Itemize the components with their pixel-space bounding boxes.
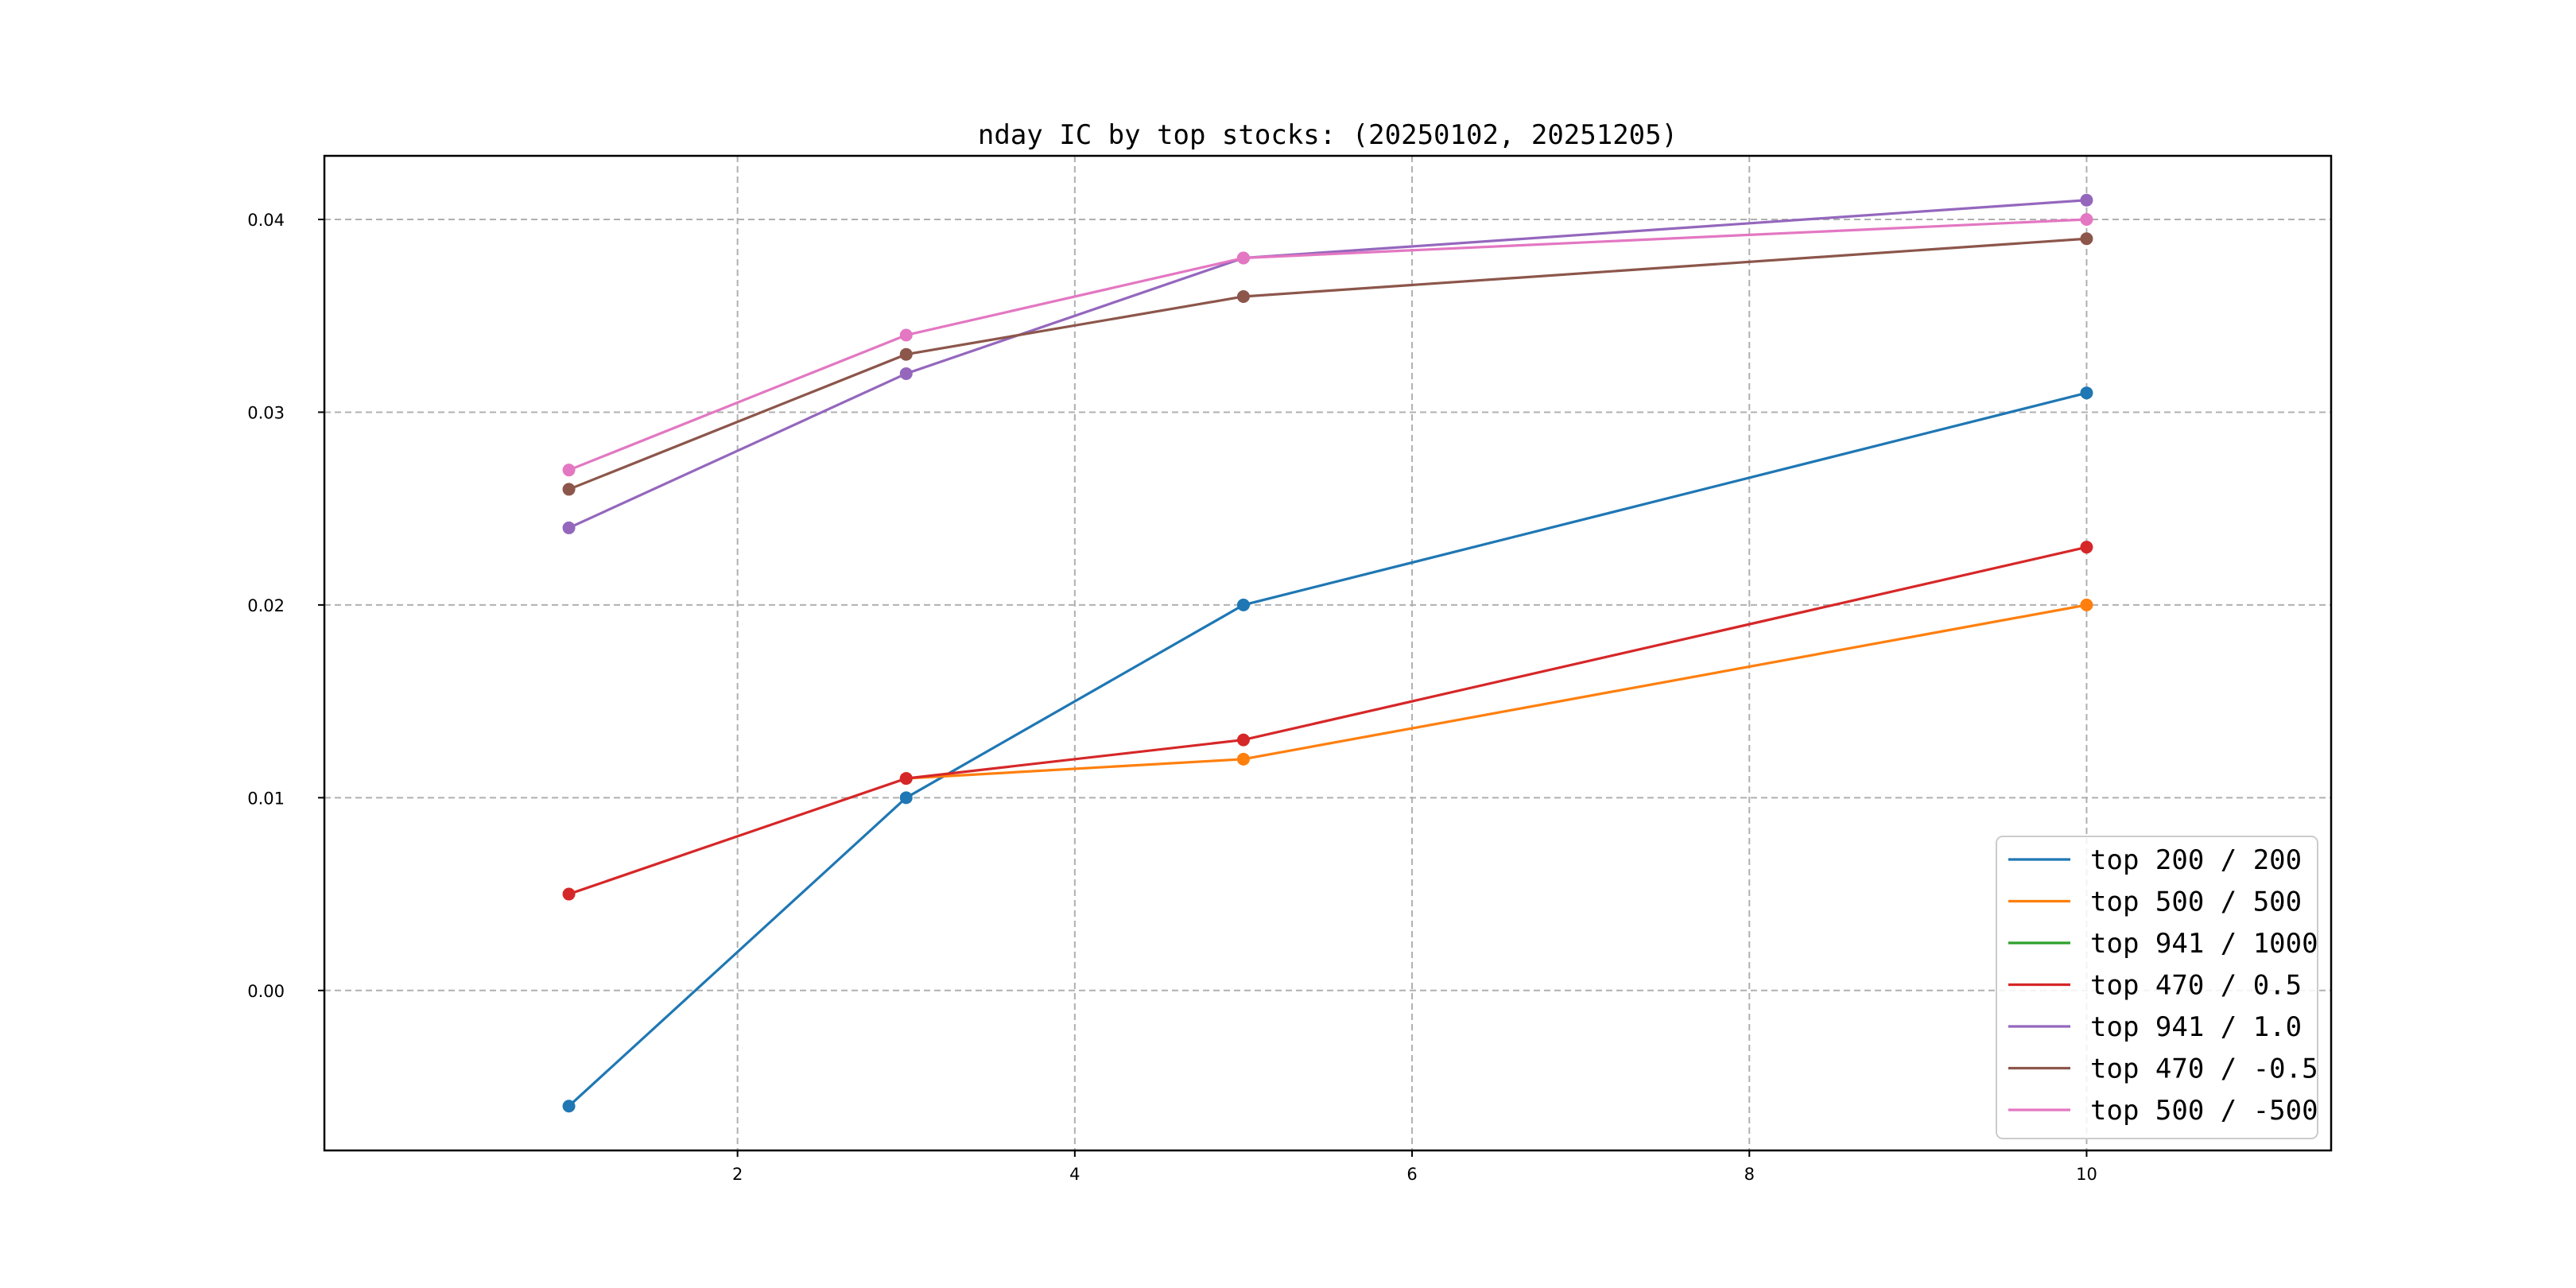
x-tick-label: 6 (1406, 1165, 1417, 1184)
legend-item: top 470 / 0.5 (2008, 970, 2302, 1002)
series-7 (562, 213, 2093, 477)
series-2 (899, 598, 2093, 786)
data-point (2080, 193, 2093, 207)
legend-label: top 941 / 1.0 (2090, 1011, 2302, 1043)
series-1 (562, 386, 2093, 1113)
series-line (568, 545, 2087, 896)
x-tick-label: 10 (2076, 1165, 2097, 1184)
series-group (562, 193, 2093, 1113)
grid (324, 156, 2331, 1150)
legend: top 200 / 200 top 500 / 500 top 941 / 1000… (1996, 836, 2318, 1139)
legend-item: top 500 / 500 (2008, 886, 2302, 918)
x-axis: 2 4 6 8 10 (732, 1150, 2097, 1184)
series-line (568, 199, 2087, 530)
data-point (2080, 386, 2093, 400)
legend-item: top 500 / -500 (2008, 1095, 2318, 1127)
data-point (562, 1100, 576, 1113)
data-point (899, 367, 913, 380)
y-tick-label: 0.01 (247, 789, 285, 808)
series-6 (562, 232, 2093, 496)
series-line (568, 237, 2087, 491)
data-point (899, 328, 913, 342)
legend-label: top 470 / 0.5 (2090, 970, 2302, 1002)
data-point (562, 464, 576, 477)
x-tick-label: 4 (1069, 1165, 1080, 1184)
y-tick-label: 0.03 (247, 403, 285, 422)
y-tick-label: 0.00 (247, 982, 285, 1001)
data-point (899, 347, 913, 361)
series-line (568, 218, 2087, 471)
series-line (568, 391, 2087, 1108)
y-tick-label: 0.04 (247, 211, 285, 230)
data-point (1236, 733, 1250, 747)
legend-label: top 500 / -500 (2090, 1095, 2318, 1127)
series-line (906, 603, 2087, 780)
plot-area-frame (323, 154, 2333, 1152)
legend-label: top 470 / -0.5 (2090, 1053, 2318, 1085)
data-point (899, 772, 913, 786)
data-point (2080, 213, 2093, 227)
legend-box (1996, 836, 2318, 1139)
data-point (1236, 289, 1250, 303)
data-point (1236, 752, 1250, 766)
data-point (2080, 541, 2093, 554)
legend-item: top 200 / 200 (2008, 844, 2302, 876)
x-tick-label: 2 (732, 1165, 743, 1184)
y-tick-label: 0.02 (247, 596, 285, 615)
legend-label: top 200 / 200 (2090, 844, 2302, 876)
legend-item: top 470 / -0.5 (2008, 1053, 2318, 1085)
chart-title: nday IC by top stocks: (20250102, 202512… (978, 119, 1678, 151)
data-point (562, 483, 576, 496)
data-point (562, 887, 576, 901)
legend-label: top 500 / 500 (2090, 886, 2302, 918)
data-point (562, 521, 576, 534)
series-5 (562, 193, 2093, 534)
legend-item: top 941 / 1000 (2008, 928, 2318, 960)
data-point (899, 791, 913, 805)
legend-item: top 941 / 1.0 (2008, 1011, 2302, 1043)
series-4 (562, 541, 2093, 901)
y-axis: 0.00 0.01 0.02 0.03 0.04 (247, 211, 324, 1001)
legend-label: top 941 / 1000 (2090, 928, 2318, 960)
x-tick-label: 8 (1744, 1165, 1755, 1184)
data-point (2080, 598, 2093, 611)
data-point (1236, 598, 1250, 611)
data-point (2080, 232, 2093, 246)
data-point (1236, 251, 1250, 265)
